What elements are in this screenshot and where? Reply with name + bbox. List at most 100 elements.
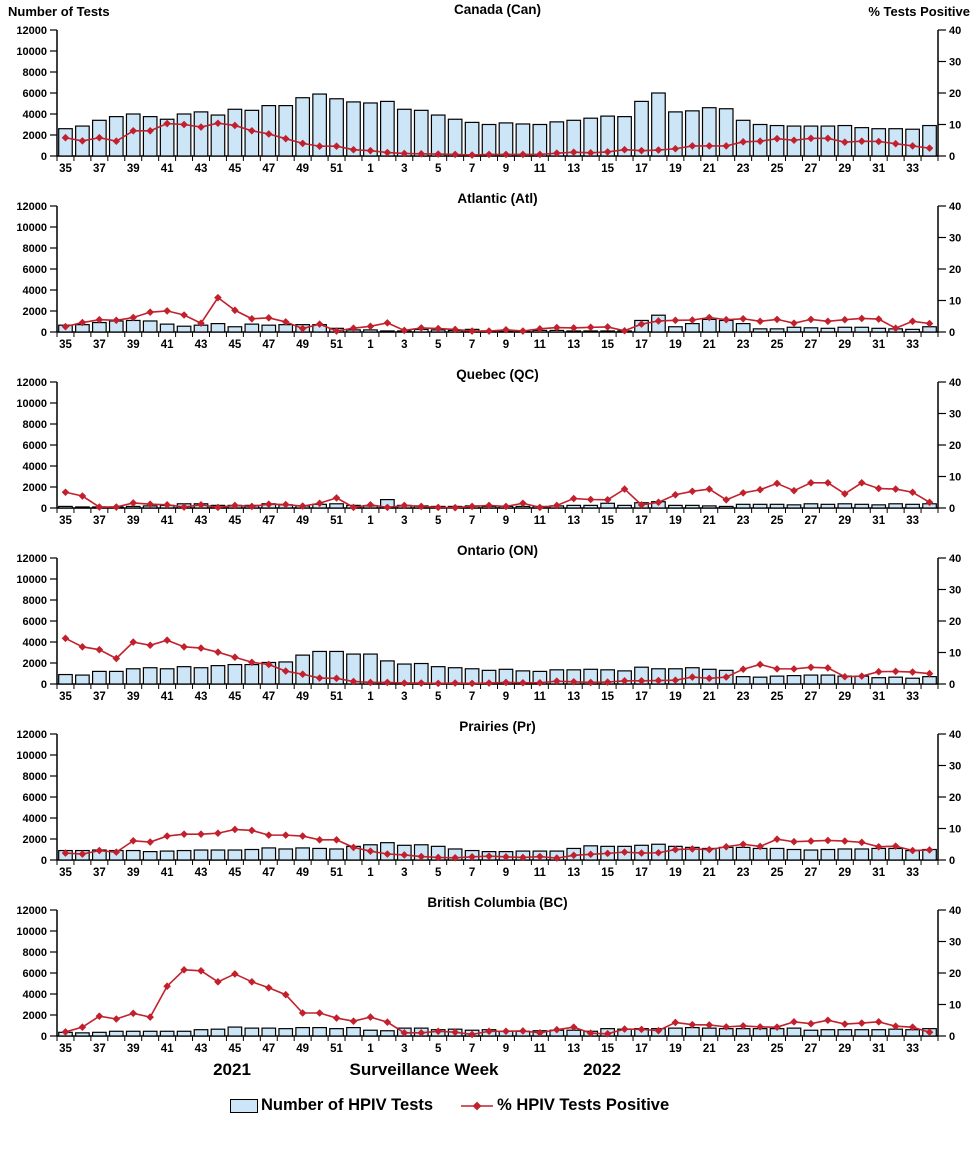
bar	[820, 1029, 836, 1037]
pct-markers	[61, 634, 934, 688]
x-tick-label: 37	[93, 163, 106, 175]
y-left-tick-label: 4000	[23, 813, 47, 825]
pct-markers	[61, 825, 934, 862]
x-tick-label: 7	[469, 691, 475, 703]
x-tick-label: 19	[669, 515, 682, 527]
x-tick-label: 35	[59, 515, 72, 527]
bar	[142, 1030, 158, 1037]
y-right-tick-label: 40	[949, 201, 961, 213]
x-tick-label: 7	[469, 867, 475, 879]
x-tick-label: 29	[838, 163, 851, 175]
x-tick-label: 29	[838, 339, 851, 351]
pct-line	[65, 637, 930, 685]
y-right-axis: 0 10 20 30 40	[937, 729, 961, 867]
bar	[159, 668, 175, 685]
bar	[312, 93, 327, 157]
bar	[227, 108, 243, 157]
bar	[735, 1028, 751, 1037]
y-left-tick-label: 0	[41, 679, 47, 691]
bar	[125, 319, 141, 333]
bar	[684, 504, 700, 509]
bar	[854, 848, 870, 861]
bar	[142, 320, 158, 333]
x-tick-label: 27	[805, 339, 818, 351]
x-tick-label: 39	[127, 339, 140, 351]
y-left-tick-label: 0	[41, 855, 47, 867]
x-tick-label: 33	[906, 515, 919, 527]
y-right-tick-label: 0	[949, 503, 955, 515]
panel-title: Prairies (Pr)	[459, 719, 536, 734]
y-left-tick-label: 6000	[23, 88, 47, 100]
x-axis: 35 37 39 41 43 45 47 49 51 1 3 5 7 9 11 13 15 17 19 21 23 25 2…	[56, 507, 939, 527]
x-tick-label: 7	[469, 515, 475, 527]
x-tick-label: 13	[567, 691, 580, 703]
bar	[566, 504, 582, 509]
y-left-tick-label: 12000	[16, 201, 47, 213]
x-tick-label: 39	[127, 867, 140, 879]
bar	[176, 849, 192, 861]
bar	[888, 1028, 904, 1037]
bar	[837, 848, 853, 861]
x-tick-label: 1	[367, 1043, 374, 1055]
pct-line	[65, 122, 930, 156]
x-tick-label: 51	[330, 339, 343, 351]
x-tick-label: 35	[59, 691, 72, 703]
bar	[735, 503, 751, 509]
bar	[701, 107, 717, 157]
bar	[684, 1027, 700, 1037]
pct-line	[65, 969, 930, 1036]
x-tick-label: 15	[601, 691, 614, 703]
x-tick-label: 43	[195, 515, 208, 527]
year-right-label: 2022	[583, 1060, 621, 1079]
bar	[58, 505, 73, 509]
y-right-tick-label: 10	[949, 296, 961, 308]
pct-markers	[61, 966, 934, 1039]
bar	[108, 116, 124, 157]
bar	[634, 100, 649, 157]
y-right-axis: 0 10 20 30 40	[937, 905, 961, 1043]
x-tick-label: 51	[330, 515, 343, 527]
y-left-tick-label: 10000	[16, 398, 47, 410]
x-tick-label: 43	[195, 691, 208, 703]
y-right-tick-label: 20	[949, 616, 961, 628]
y-right-tick-label: 0	[949, 855, 955, 867]
bar	[142, 116, 158, 157]
bar	[329, 650, 344, 685]
y-left-tick-label: 12000	[16, 553, 47, 565]
x-tick-label: 3	[401, 867, 407, 879]
x-tick-label: 9	[503, 691, 509, 703]
bar	[125, 1030, 141, 1037]
bar	[58, 128, 73, 157]
bar	[312, 847, 327, 861]
x-axis: 35 37 39 41 43 45 47 49 51 1 3 5 7 9 11 13 15 17 19 21 23 25 2…	[56, 1035, 939, 1055]
y-left-tick-label: 6000	[23, 792, 47, 804]
x-tick-label: 33	[906, 691, 919, 703]
x-tick-label: 49	[296, 515, 309, 527]
bar	[142, 667, 158, 685]
x-tick-label: 35	[59, 1043, 72, 1055]
bar	[125, 113, 141, 157]
bars-series	[58, 92, 937, 157]
bar	[176, 325, 192, 333]
x-tick-label: 11	[534, 1043, 547, 1055]
x-tick-label: 45	[228, 1043, 241, 1055]
x-tick-label: 37	[93, 867, 106, 879]
x-tick-label: 31	[872, 163, 885, 175]
y-right-tick-label: 10	[949, 648, 961, 660]
bar	[329, 98, 344, 157]
bar	[227, 1026, 243, 1037]
panel-title: Ontario (ON)	[457, 543, 538, 558]
y-left-tick-label: 10000	[16, 926, 47, 938]
y-left-axis: 0 2000 4000 6000 8000 10000 12000	[16, 377, 58, 515]
x-tick-label: 37	[93, 339, 106, 351]
x-tick-label: 19	[669, 163, 682, 175]
y-right-tick-label: 10	[949, 1000, 961, 1012]
x-tick-label: 11	[534, 515, 547, 527]
y-left-tick-label: 8000	[23, 419, 47, 431]
x-tick-label: 17	[635, 691, 648, 703]
bar	[447, 118, 463, 157]
x-tick-label: 47	[262, 1043, 275, 1055]
bar	[363, 329, 378, 333]
bar	[888, 503, 904, 509]
bar	[854, 503, 870, 509]
